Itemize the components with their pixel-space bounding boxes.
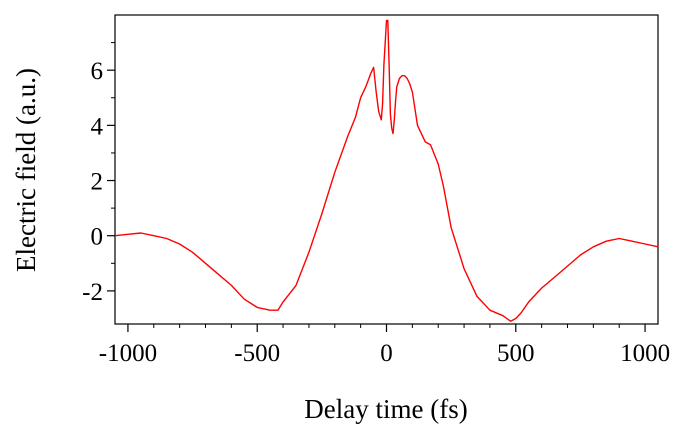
x-tick-label: 0 (380, 340, 393, 367)
x-tick-label: 1000 (620, 340, 670, 367)
y-axis-title: Electric field (a.u.) (11, 68, 41, 272)
x-tick-label: 500 (497, 340, 535, 367)
y-tick-label: 2 (91, 169, 104, 196)
series-line (114, 19, 659, 322)
y-tick-label: -2 (82, 279, 103, 306)
y-tick-label: 6 (91, 58, 104, 85)
y-tick-label: 0 (91, 224, 104, 251)
y-axis: -2 0 2 4 6 (82, 42, 115, 306)
series-layer (114, 19, 659, 322)
x-tick-label: -500 (234, 340, 280, 367)
plot-frame (114, 14, 659, 325)
x-axis: -1000 -500 0 500 1000 (99, 324, 670, 367)
x-tick-label: -1000 (99, 340, 157, 367)
x-axis-title: Delay time (fs) (304, 394, 467, 424)
y-tick-label: 4 (91, 113, 104, 140)
